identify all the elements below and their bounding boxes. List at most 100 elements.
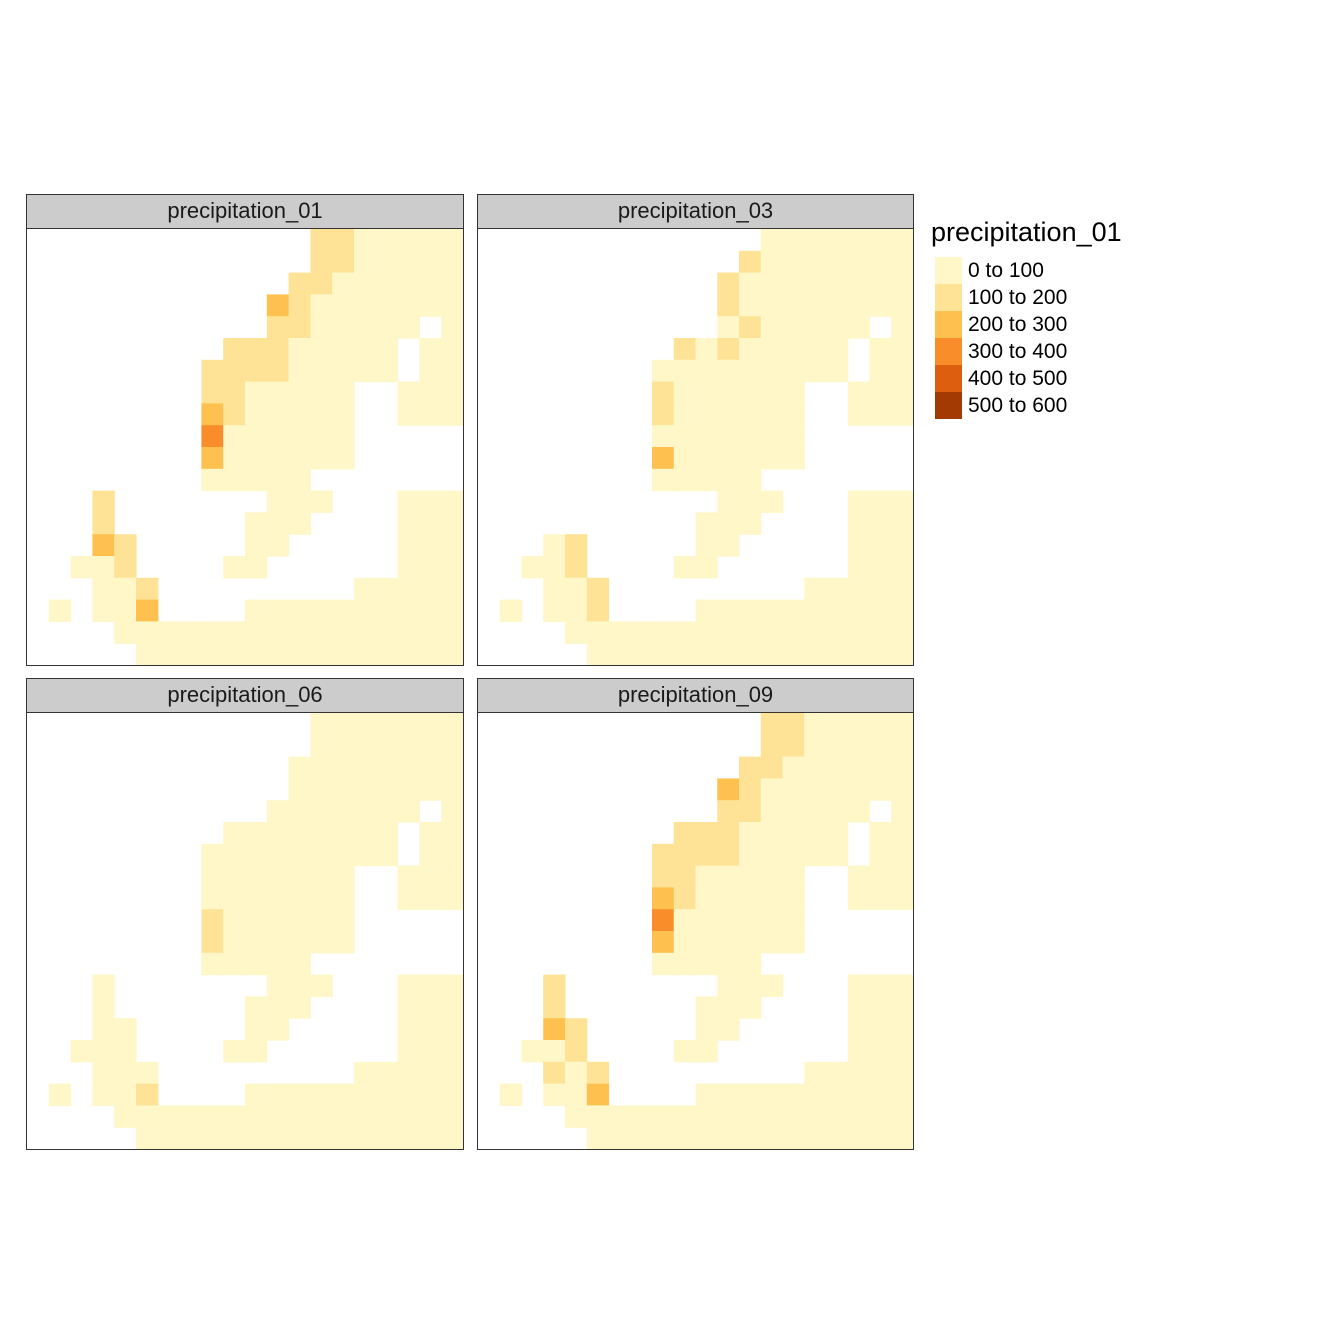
raster-cell <box>441 756 463 779</box>
raster-cell <box>354 577 377 601</box>
raster-cell <box>739 359 762 383</box>
raster-cell <box>891 316 913 339</box>
raster-cell <box>245 843 268 867</box>
raster-cell <box>891 403 913 426</box>
raster-cell <box>760 599 784 622</box>
raster-cell <box>695 621 718 644</box>
raster-cell <box>739 403 762 426</box>
raster-cell <box>760 229 784 252</box>
raster-cell <box>114 1040 137 1063</box>
raster-cell <box>891 512 913 535</box>
raster-cell <box>782 1083 805 1106</box>
raster-cell <box>739 778 762 801</box>
raster-cell <box>695 403 718 426</box>
raster-cell <box>288 974 311 997</box>
raster-cell <box>891 865 913 888</box>
raster-cell <box>739 294 762 317</box>
raster-cell <box>441 800 463 823</box>
raster-cell <box>441 403 463 426</box>
raster-cell <box>354 643 377 665</box>
raster-cell <box>847 403 871 426</box>
raster-cell <box>419 1040 442 1063</box>
raster-cell <box>179 1105 202 1128</box>
raster-cell <box>419 734 442 758</box>
raster-cell <box>245 643 268 665</box>
raster-cell <box>782 250 805 274</box>
raster-cell <box>245 822 268 845</box>
raster-cell <box>136 1127 159 1149</box>
raster-cell <box>739 909 762 932</box>
raster-cell <box>441 229 463 252</box>
raster-cell <box>869 865 892 888</box>
raster-cell <box>760 425 784 448</box>
raster-cell <box>114 621 137 644</box>
raster-cell <box>288 865 311 888</box>
raster-cell <box>375 599 399 622</box>
raster-cell <box>441 713 463 736</box>
raster-cell <box>310 887 333 910</box>
raster-cell <box>223 843 246 867</box>
raster-cell <box>782 229 805 252</box>
raster-cell <box>375 359 399 383</box>
raster-cell <box>739 512 762 535</box>
raster-cell <box>288 931 311 954</box>
raster-cell <box>565 621 588 644</box>
raster-cell <box>441 338 463 361</box>
raster-cell <box>288 887 311 910</box>
raster-cell <box>354 1105 377 1128</box>
raster-cell <box>652 359 675 383</box>
raster-cell <box>673 621 697 644</box>
raster-cell <box>288 338 311 361</box>
raster-cell <box>891 974 913 997</box>
raster-cell <box>847 316 871 339</box>
raster-cell <box>397 643 420 665</box>
raster-cell <box>354 822 377 845</box>
raster-cell <box>782 713 805 736</box>
raster-cell <box>652 621 675 644</box>
raster-cell <box>717 996 740 1019</box>
raster-cell <box>760 734 784 758</box>
raster-cell <box>375 800 399 823</box>
raster-cell <box>201 952 224 976</box>
raster-cell <box>826 843 849 867</box>
raster-cell <box>92 1061 115 1085</box>
raster-cell <box>543 1040 566 1063</box>
raster-cell <box>332 865 355 888</box>
raster-cell <box>565 1040 588 1063</box>
raster-cell <box>739 468 762 492</box>
raster-cell <box>760 843 784 867</box>
raster-cell <box>266 294 290 317</box>
raster-cell <box>441 272 463 295</box>
raster-cell <box>245 1018 268 1041</box>
raster-cell <box>288 272 311 295</box>
raster-cell <box>782 1105 805 1128</box>
raster-cell <box>543 1018 566 1041</box>
raster-cell <box>332 931 355 954</box>
raster-cell <box>586 1105 610 1128</box>
raster-cell <box>673 931 697 954</box>
raster-cell <box>114 534 137 557</box>
raster-cell <box>891 1061 913 1085</box>
raster-cell <box>245 556 268 579</box>
raster-cell <box>310 229 333 252</box>
raster-cell <box>397 887 420 910</box>
raster-cell <box>441 887 463 910</box>
raster-cell <box>354 294 377 317</box>
raster-cell <box>332 599 355 622</box>
raster-cell <box>375 734 399 758</box>
raster-cell <box>847 800 871 823</box>
raster-cell <box>869 996 892 1019</box>
raster-cell <box>630 643 653 665</box>
raster-cell <box>717 512 740 535</box>
legend-swatch <box>935 392 962 419</box>
raster-cell <box>310 865 333 888</box>
raster-cell <box>419 294 442 317</box>
raster-cell <box>223 931 246 954</box>
raster-cell <box>565 534 588 557</box>
raster-cell <box>717 952 740 976</box>
raster-cell <box>419 1083 442 1106</box>
raster-cell <box>288 952 311 976</box>
facet-title: precipitation_03 <box>477 194 914 229</box>
raster-cell <box>288 316 311 339</box>
raster-cell <box>869 1105 892 1128</box>
